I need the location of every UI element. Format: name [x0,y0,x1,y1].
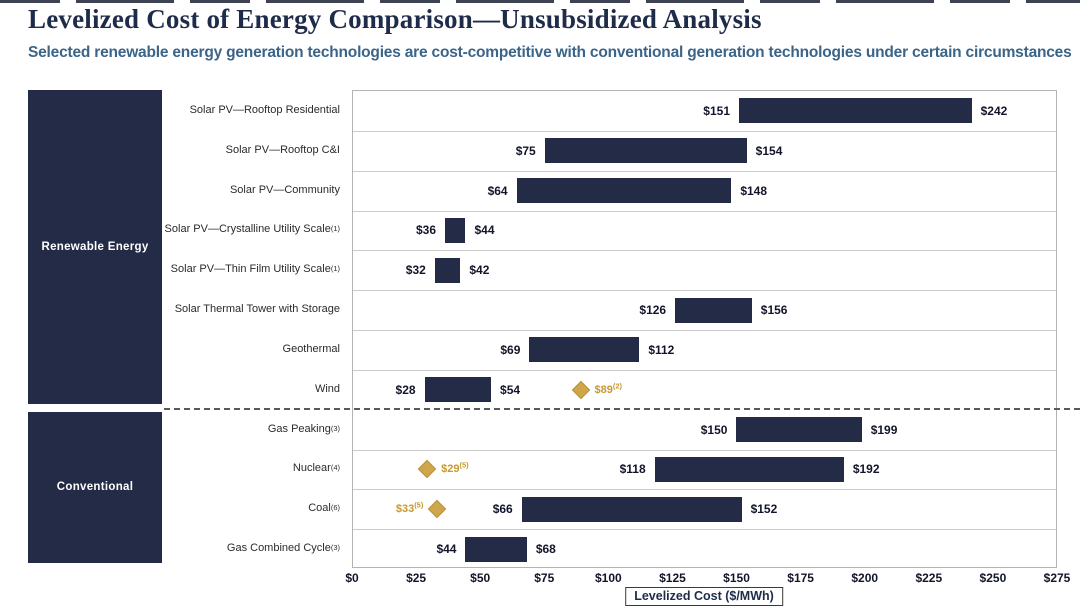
bar-min-label: $150 [700,422,728,437]
bar-max-label: $242 [980,103,1008,118]
chart-row: $36 $44 [353,211,1056,251]
diamond-label: $29(5) [441,460,469,476]
range-bar [529,337,640,363]
group-label: Conventional [56,481,134,494]
row-separator-line [353,210,1056,212]
row-separator-line [353,290,1056,292]
chart-row: $118 $192 $29(5) [353,450,1056,490]
chart-row: $151 $242 [353,91,1056,131]
axis-tick-label: $0 [345,571,359,585]
row-separator-line [353,529,1056,531]
bar-min-label: $66 [492,502,513,517]
group-box-conventional: Conventional [28,411,162,563]
page-title: Levelized Cost of Energy Comparison—Unsu… [28,4,762,34]
bar-min-label: $69 [500,342,521,357]
range-bar [654,456,844,482]
range-bar [739,98,972,124]
bar-min-label: $126 [639,303,667,318]
axis-tick-label: $225 [915,571,943,585]
group-label: Renewable Energy [41,240,149,253]
bar-min-label: $118 [619,462,646,477]
chart-row: $69 $112 [353,330,1056,370]
row-label: Solar PV—Rooftop C&I [225,143,340,156]
range-bar [445,217,466,243]
row-separator-line [353,489,1056,491]
range-bar [516,178,732,204]
row-label: Nuclear (4) [292,462,340,475]
axis-tick-label: $50 [470,571,491,585]
row-label: Solar PV—Community [229,183,340,196]
chart-row: $32 $42 [353,250,1056,290]
row-separator-line [353,369,1056,371]
page-subtitle: Selected renewable energy generation tec… [28,44,1072,61]
bar-max-label: $44 [474,223,495,238]
bar-max-label: $152 [750,502,778,517]
x-axis-caption-text: Levelized Cost ($/MWh) [634,589,774,603]
bar-max-label: $199 [870,422,898,437]
axis-tick-label: $25 [406,571,427,585]
chart-row: $66 $152 $33(5) [353,489,1056,529]
group-separator-dashed-line [164,407,1080,410]
chart-row: $64 $148 [353,171,1056,211]
axis-tick-label: $250 [979,571,1007,585]
bar-min-label: $151 [703,103,730,118]
range-bar [736,417,862,443]
row-separator-line [353,330,1056,331]
bar-min-label: $32 [405,263,426,278]
diamond-label: $89(2) [594,381,623,396]
range-bar [424,377,492,403]
range-bar [675,297,752,323]
bar-max-label: $156 [760,303,788,318]
row-label: Gas Peaking (3) [267,422,340,435]
range-bar [544,138,747,164]
row-label: Gas Combined Cycle (3) [226,542,340,555]
row-separator-line [353,170,1056,172]
axis-tick-label: $100 [595,571,622,585]
chart-row: $150 $199 [353,410,1056,450]
bar-max-label: $192 [852,462,880,477]
row-label: Coal (6) [308,502,340,515]
axis-tick-label: $125 [659,571,686,585]
chart-row: $126 $156 [353,290,1056,330]
bar-min-label: $36 [415,223,437,238]
axis-tick-label: $175 [787,571,814,585]
plot-area: $151 $242 $75 $154 $64 $148 $36 $44 $32 $42 $126 $1… [352,90,1057,568]
row-separator-line [353,449,1056,451]
top-edge-artifact [0,0,1080,3]
row-separator-line [353,250,1056,252]
range-bar [434,257,461,283]
row-label: Solar PV—Crystalline Utility Scale (1) [164,223,340,236]
diamond-label: $33(5) [395,500,424,516]
bar-min-label: $75 [515,143,536,158]
bar-max-label: $148 [740,183,768,198]
bar-max-label: $42 [469,263,490,278]
bar-min-label: $64 [487,183,508,198]
chart-row: $44 $68 [353,529,1056,569]
range-bar [465,536,527,562]
axis-tick-label: $75 [534,571,555,585]
row-label: Solar PV—Thin Film Utility Scale (1) [170,263,340,276]
x-axis-caption: Levelized Cost ($/MWh) [625,587,783,606]
row-label: Geothermal [282,342,340,355]
row-label: Wind [314,382,340,395]
axis-tick-label: $150 [723,571,750,585]
axis-tick-label: $200 [851,571,879,585]
diamond-marker [571,380,590,399]
chart-row: $28 $54 $89(2) [353,370,1056,410]
bar-min-label: $44 [436,542,457,557]
bar-max-label: $68 [535,542,556,557]
row-separator-line [353,130,1056,132]
bar-max-label: $54 [500,382,521,397]
bar-max-label: $112 [648,342,675,357]
axis-tick-label: $275 [1043,571,1071,585]
chart-row: $75 $154 [353,131,1056,171]
row-label: Solar Thermal Tower with Storage [174,303,340,316]
group-box-renewable: Renewable Energy [28,90,162,404]
range-bar [521,496,742,522]
bar-max-label: $154 [755,143,783,158]
row-label: Solar PV—Rooftop Residential [189,103,340,116]
bar-min-label: $28 [395,382,416,397]
